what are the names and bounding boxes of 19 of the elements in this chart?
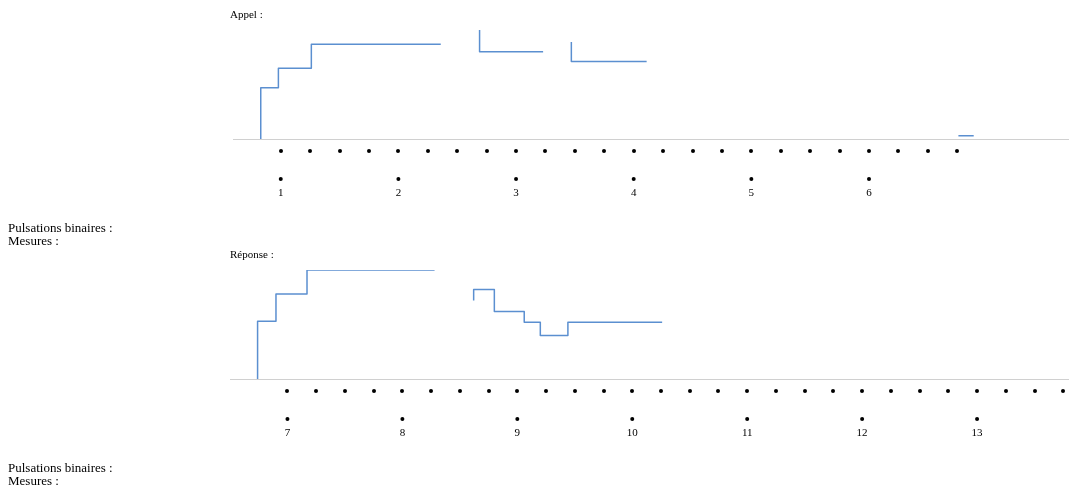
x-tick-label: 1 xyxy=(278,186,284,199)
x-tick-label: 8 xyxy=(399,426,406,439)
x-tick-label: 12 xyxy=(856,426,868,439)
x-tick-label: 13 xyxy=(971,426,984,439)
text: Pulsations binaires : xyxy=(8,220,113,236)
x-tick-label: 7 xyxy=(284,426,291,439)
x-tick-label: 6 xyxy=(866,186,873,199)
x-tick-label: 11 xyxy=(741,426,753,439)
x-tick-label: 3 xyxy=(513,186,520,199)
x-tick-label: 5 xyxy=(748,186,755,199)
text: Mesures : xyxy=(8,233,59,249)
text: Pulsations binaires : xyxy=(8,460,113,476)
chart-title: Réponse : xyxy=(230,248,274,260)
x-tick-label: 4 xyxy=(630,186,637,199)
x-tick-label: 10 xyxy=(626,426,639,439)
text: Mesures : xyxy=(8,473,59,489)
chart-title: Appel : xyxy=(230,8,263,20)
x-tick-label: 9 xyxy=(514,426,521,439)
x-tick-label: 2 xyxy=(395,186,402,199)
